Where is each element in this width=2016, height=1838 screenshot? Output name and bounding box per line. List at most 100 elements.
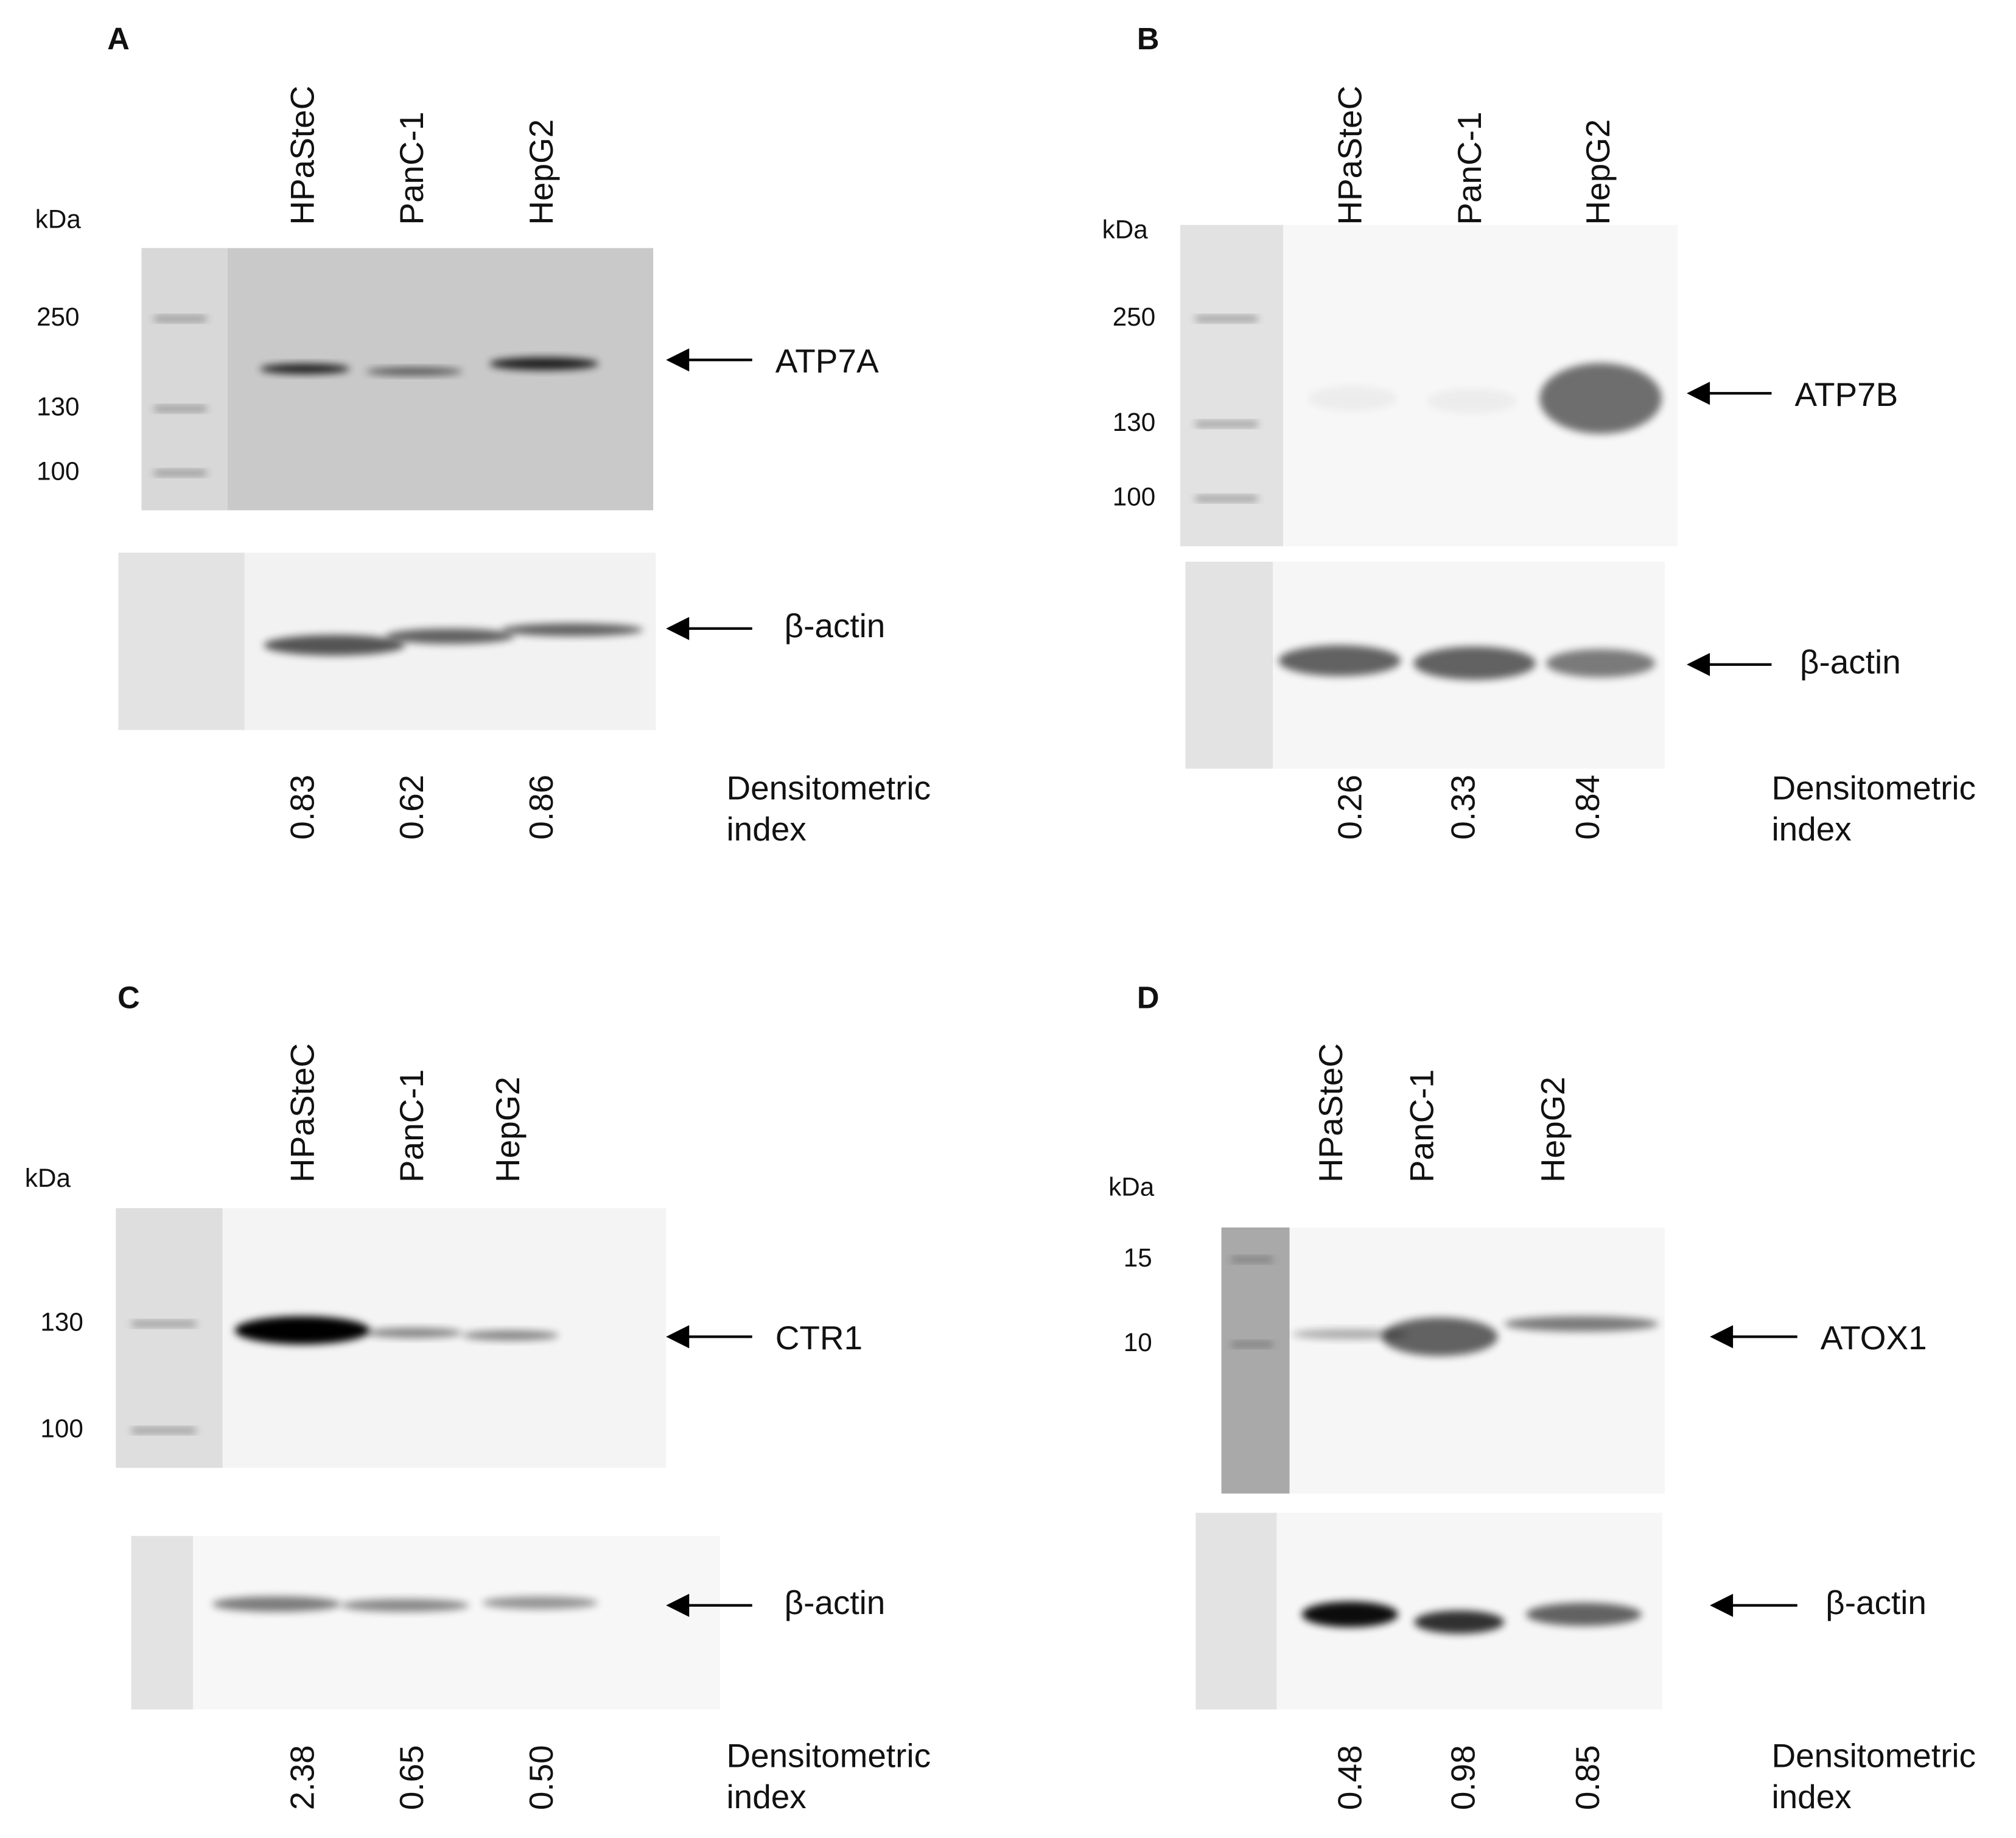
ladder-band — [1231, 1341, 1273, 1347]
protein-band — [462, 1330, 559, 1341]
target-label: CTR1 — [775, 1319, 863, 1357]
loading-label: β-actin — [785, 1584, 886, 1621]
protein-band — [1504, 1316, 1659, 1332]
kda-label: kDa — [35, 204, 82, 233]
densitometric-value: 0.62 — [393, 775, 430, 840]
densitometric-label: index — [726, 1778, 806, 1815]
densitometric-label: index — [726, 810, 806, 848]
marker-label: 10 — [1124, 1328, 1152, 1357]
actin-band — [385, 628, 515, 645]
loading-label: β-actin — [1800, 643, 1901, 680]
densitometric-value: 0.33 — [1444, 775, 1482, 840]
arrow-head — [666, 348, 690, 372]
densitometric-value: 0.48 — [1331, 1745, 1368, 1810]
protein-band — [1307, 385, 1398, 411]
actin-band — [1545, 649, 1656, 677]
marker-lane — [1195, 1512, 1277, 1710]
ladder-band — [154, 406, 206, 411]
densitometric-value: 0.50 — [522, 1745, 560, 1810]
lane-label: PanC-1 — [1403, 1069, 1441, 1183]
lane-label: PanC-1 — [393, 111, 430, 225]
protein-band — [1382, 1317, 1498, 1357]
lane-label: HepG2 — [1579, 119, 1617, 225]
ladder-band — [154, 470, 206, 476]
densitometric-label: Densitometric — [726, 769, 931, 806]
blot — [1221, 1227, 1665, 1494]
marker-label: 130 — [40, 1307, 83, 1336]
densitometric-value: 0.86 — [522, 775, 560, 840]
marker-lane — [1180, 225, 1283, 547]
lane-label: HPaSteC — [283, 86, 321, 225]
marker-label: 130 — [37, 393, 79, 421]
marker-lane — [131, 1536, 194, 1710]
ladder-band — [1195, 421, 1258, 427]
lane-label: HepG2 — [489, 1077, 527, 1183]
loading-label: β-actin — [1825, 1584, 1927, 1621]
panel-letter: C — [117, 980, 140, 1015]
lane-label: HPaSteC — [283, 1043, 321, 1183]
actin-band — [1414, 1610, 1505, 1634]
ladder-band — [1195, 316, 1258, 321]
actin-band — [1413, 646, 1536, 680]
ladder-band — [1195, 496, 1258, 501]
target-label: ATOX1 — [1821, 1319, 1927, 1357]
panel-letter: D — [1137, 980, 1160, 1015]
marker-lane — [116, 1208, 223, 1468]
actin-band — [1301, 1601, 1398, 1627]
lane-label: HPaSteC — [1312, 1043, 1349, 1183]
ladder-band — [1231, 1257, 1273, 1262]
protein-band — [234, 1316, 370, 1345]
protein-band — [259, 363, 350, 374]
actin-band — [1526, 1602, 1642, 1626]
lane-label: HepG2 — [1534, 1077, 1572, 1183]
densitometric-value: 0.98 — [1444, 1745, 1482, 1810]
panel-letter: A — [107, 21, 130, 56]
lane-label: HPaSteC — [1331, 86, 1368, 225]
ladder-band — [154, 316, 206, 321]
marker-lane — [118, 553, 245, 730]
densitometric-value: 0.26 — [1331, 775, 1368, 840]
actin-band — [501, 623, 643, 637]
panel-letter: B — [1137, 21, 1160, 56]
kda-label: kDa — [25, 1164, 71, 1192]
protein-band — [366, 368, 463, 376]
marker-lane — [1221, 1227, 1290, 1494]
marker-lane — [1185, 561, 1273, 769]
densitometric-label: Densitometric — [1771, 769, 1976, 806]
protein-band — [1427, 388, 1517, 414]
marker-label: 250 — [1113, 302, 1155, 331]
actin-band — [1278, 645, 1401, 676]
arrow-head — [666, 1325, 690, 1349]
arrow-head — [1710, 1593, 1734, 1617]
ladder-band — [131, 1428, 196, 1433]
actin-band — [340, 1599, 470, 1612]
densitometric-label: index — [1771, 1778, 1851, 1815]
protein-band — [366, 1327, 463, 1338]
kda-label: kDa — [1102, 215, 1149, 243]
actin-band — [482, 1596, 598, 1610]
densitometric-value: 0.85 — [1569, 1745, 1606, 1810]
target-label: ATP7B — [1794, 376, 1898, 413]
marker-label: 15 — [1124, 1243, 1152, 1272]
arrow-head — [666, 1593, 690, 1617]
marker-label: 100 — [40, 1414, 83, 1443]
loading-blot — [131, 1536, 720, 1710]
densitometric-label: Densitometric — [726, 1737, 931, 1775]
densitometric-label: Densitometric — [1771, 1737, 1976, 1775]
densitometric-value: 0.84 — [1569, 775, 1606, 840]
lane-label: HepG2 — [522, 119, 560, 225]
arrow-head — [666, 617, 690, 640]
protein-band — [489, 357, 599, 371]
target-label: ATP7A — [775, 342, 879, 380]
densitometric-value: 0.83 — [283, 775, 321, 840]
marker-label: 100 — [1113, 483, 1155, 511]
protein-band — [1292, 1329, 1408, 1340]
marker-label: 100 — [37, 456, 79, 485]
arrow-head — [1687, 652, 1710, 676]
actin-band — [264, 635, 405, 656]
lane-label: PanC-1 — [393, 1069, 430, 1183]
densitometric-value: 0.65 — [393, 1745, 430, 1810]
densitometric-label: index — [1771, 810, 1851, 848]
